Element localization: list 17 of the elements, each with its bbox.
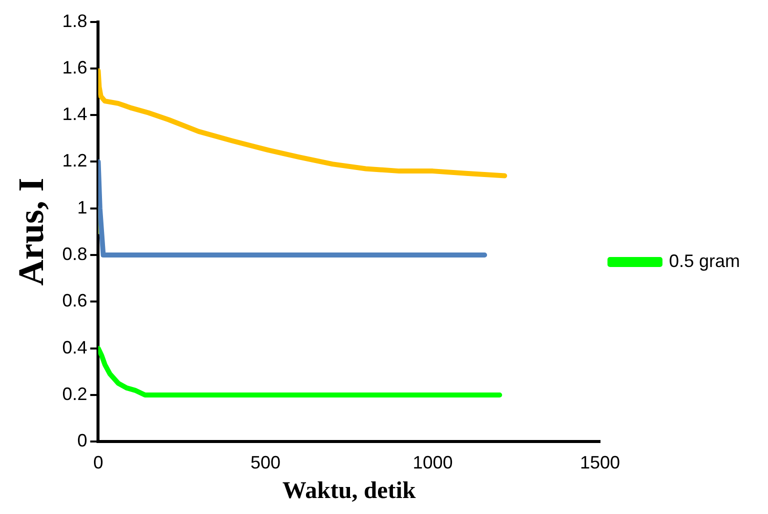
x-tick-label: 1500	[580, 452, 620, 472]
y-axis-title: Arus, I	[10, 178, 51, 286]
x-axis-title: Waktu, detik	[282, 478, 416, 504]
y-tick-label: 1.2	[62, 150, 88, 171]
y-tick-label: 0	[77, 430, 88, 451]
y-tick-label: 0.8	[62, 244, 88, 264]
y-tick-label: 1.6	[62, 57, 88, 78]
x-tick-label: 0	[93, 452, 104, 472]
y-tick-label: 0.6	[62, 290, 88, 311]
x-tick-label: 500	[250, 452, 280, 472]
x-tick-label: 1000	[412, 452, 453, 472]
y-tick-label: 0.2	[62, 384, 88, 404]
y-tick-label: 0.4	[62, 337, 88, 358]
y-tick-label: 1.8	[62, 10, 88, 31]
y-tick-label: 1.4	[62, 104, 88, 124]
legend-label: 0.5 gram	[668, 250, 740, 271]
y-tick-label: 1	[77, 197, 88, 218]
